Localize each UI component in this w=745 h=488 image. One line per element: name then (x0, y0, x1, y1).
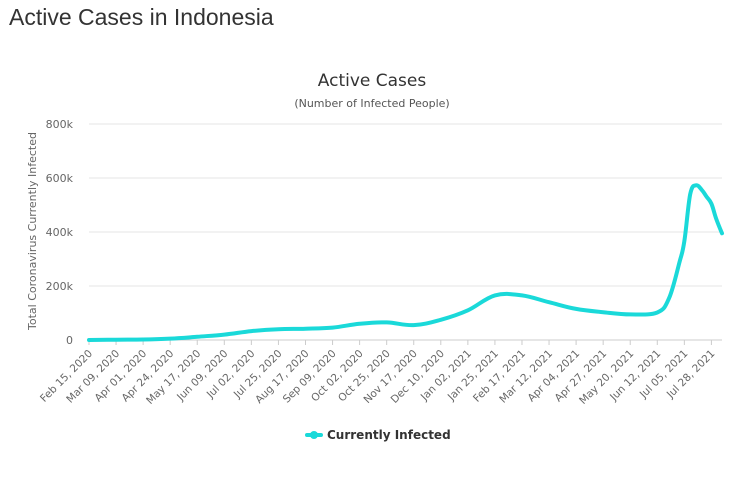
data-point[interactable] (682, 239, 686, 243)
data-point[interactable] (547, 300, 551, 304)
data-point[interactable] (114, 338, 118, 342)
data-point[interactable] (700, 188, 704, 192)
data-point[interactable] (303, 327, 308, 331)
y-tick-label: 800k (46, 118, 74, 131)
y-tick-label: 200k (46, 280, 74, 293)
data-point[interactable] (520, 293, 524, 297)
chart-subtitle: (Number of Infected People) (294, 97, 449, 110)
plot-area (87, 183, 724, 342)
data-point[interactable] (574, 307, 578, 311)
y-axis-label: Total Coronavirus Currently Infected (26, 132, 39, 331)
y-tick-label: 600k (46, 172, 74, 185)
data-point[interactable] (678, 260, 682, 264)
y-tick-label: 400k (46, 226, 74, 239)
page-title: Active Cases in Indonesia (9, 4, 274, 30)
data-point[interactable] (694, 183, 698, 187)
legend-label[interactable]: Currently Infected (327, 428, 451, 442)
data-point[interactable] (709, 202, 714, 206)
data-point[interactable] (358, 322, 362, 326)
data-point[interactable] (688, 192, 692, 196)
data-point[interactable] (466, 308, 470, 312)
legend[interactable]: Currently Infected (305, 428, 451, 442)
legend-marker (310, 431, 318, 439)
data-point[interactable] (601, 310, 605, 314)
data-point[interactable] (628, 312, 632, 316)
data-point[interactable] (720, 231, 724, 235)
data-point[interactable] (412, 323, 416, 327)
y-axis-ticks: 0 200k 400k 600k 800k (46, 118, 74, 347)
y-tick-label: 0 (66, 334, 73, 347)
data-point[interactable] (249, 329, 253, 333)
data-point[interactable] (168, 337, 172, 341)
gridlines (89, 123, 722, 341)
chart-title: Active Cases (318, 71, 427, 91)
data-point[interactable] (222, 333, 226, 337)
data-point[interactable] (493, 293, 497, 297)
data-point[interactable] (655, 310, 659, 315)
data-point[interactable] (141, 337, 145, 342)
data-point[interactable] (385, 320, 389, 324)
data-point[interactable] (705, 195, 709, 199)
data-point[interactable] (439, 318, 443, 322)
data-point[interactable] (667, 296, 671, 300)
data-point[interactable] (276, 327, 280, 331)
data-point[interactable] (714, 216, 718, 221)
series-line-currently-infected[interactable] (87, 183, 724, 342)
data-point[interactable] (331, 326, 335, 330)
data-point[interactable] (87, 338, 91, 342)
data-point[interactable] (195, 335, 199, 339)
